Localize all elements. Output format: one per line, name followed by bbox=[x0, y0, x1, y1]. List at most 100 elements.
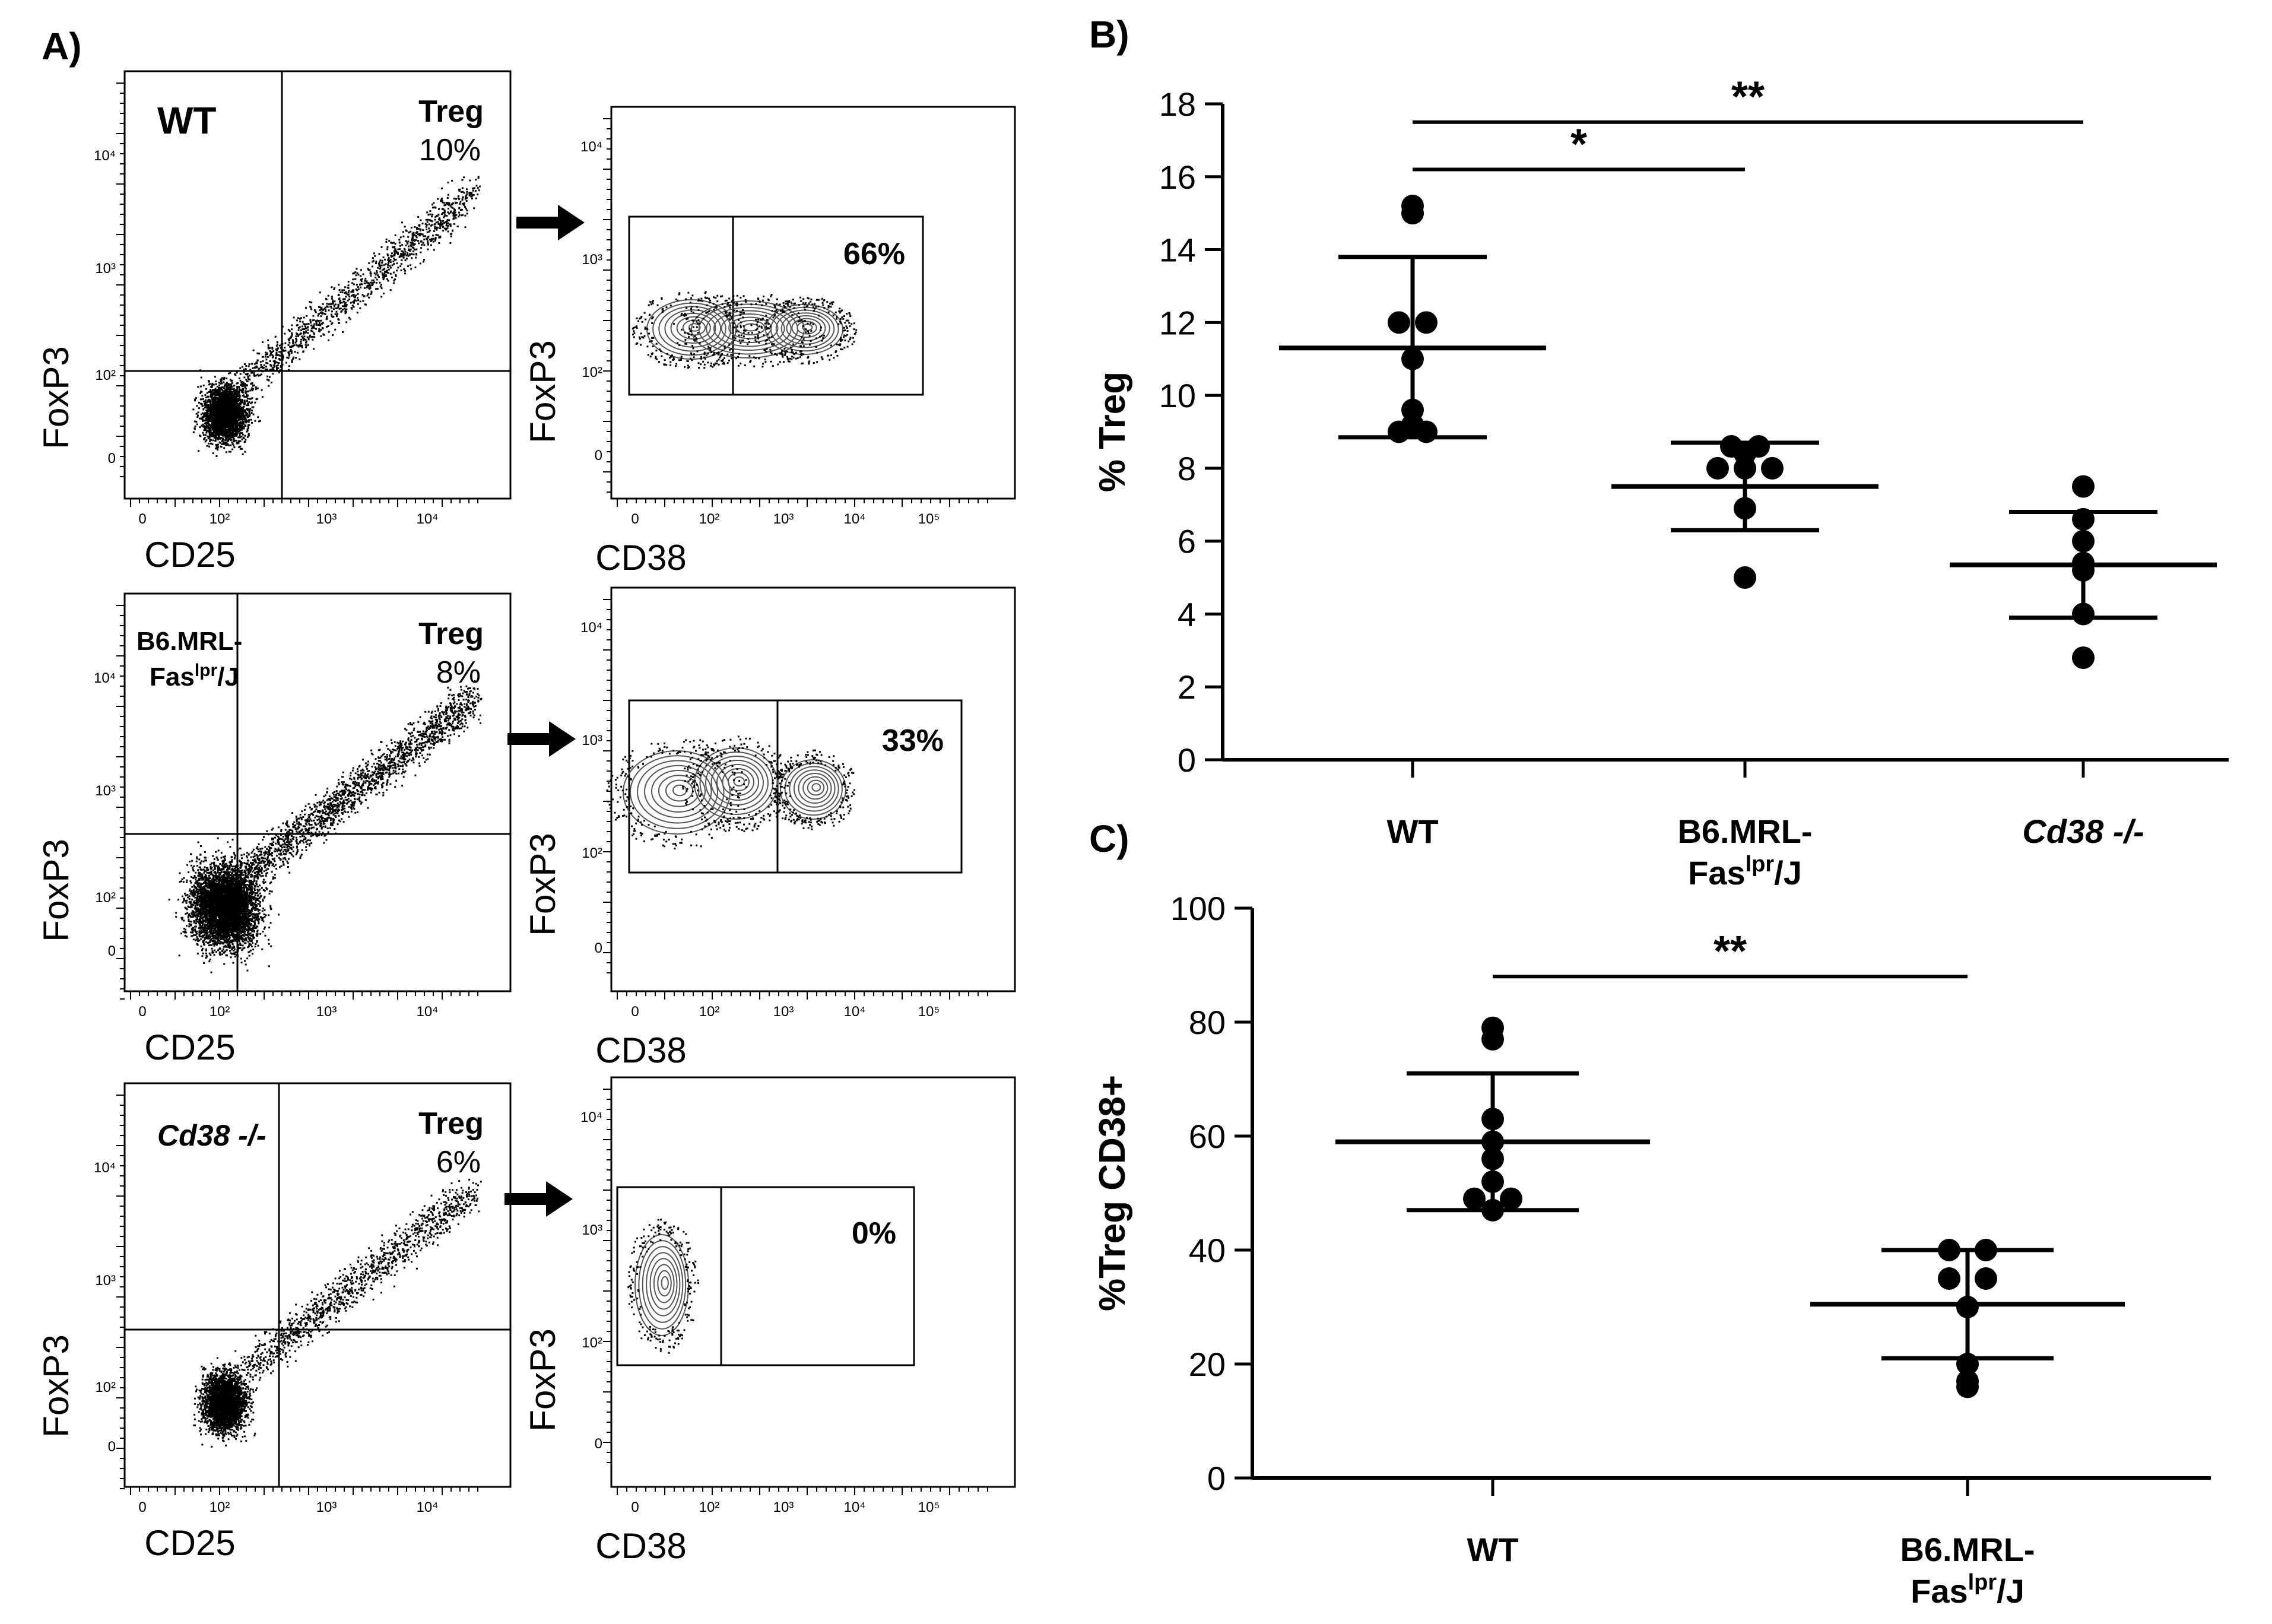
scatter-y-tick-label: 0 bbox=[108, 451, 116, 467]
y-tick-label: 0 bbox=[1178, 741, 1196, 779]
scatter-y-tick-label: 10² bbox=[95, 367, 116, 383]
data-point bbox=[2072, 559, 2095, 582]
contour-y-tick-label: 10³ bbox=[582, 252, 602, 268]
scatter-x-tick-label: 10³ bbox=[316, 1004, 337, 1020]
contour-y-tick-label: 10⁴ bbox=[580, 139, 602, 155]
x-category-label: Cd38 -/- bbox=[2022, 813, 2144, 850]
data-point bbox=[1734, 457, 1756, 480]
contour-y-axis-label: FoxP3 bbox=[523, 833, 563, 935]
treg-gate-label: Treg bbox=[418, 94, 484, 129]
x-category-label-line2: Faslpr/J bbox=[1911, 1570, 2025, 1610]
x-category-label: WT bbox=[1386, 813, 1438, 850]
contour-y-tick-label: 10⁴ bbox=[580, 1109, 602, 1125]
right-arrow-icon bbox=[504, 1181, 573, 1217]
data-point bbox=[1481, 1147, 1504, 1170]
contour-x-tick-label: 10² bbox=[699, 511, 720, 527]
y-tick-label: 10 bbox=[1159, 377, 1196, 414]
treg-gate-label: Treg bbox=[418, 617, 484, 651]
group-1 bbox=[1279, 195, 1546, 443]
data-point bbox=[1481, 1171, 1504, 1193]
strain-superscript: lpr bbox=[195, 661, 218, 680]
data-point bbox=[1975, 1267, 1997, 1290]
cd38-percentage: 0% bbox=[852, 1216, 896, 1251]
treg-gate-label: Treg bbox=[418, 1106, 484, 1141]
scatter-y-axis-label: FoxP3 bbox=[36, 346, 76, 449]
y-tick-label: 16 bbox=[1159, 158, 1196, 196]
scatter-events bbox=[192, 176, 481, 457]
scatter-event-cloud bbox=[192, 176, 481, 457]
contour-y-tick-label: 10² bbox=[582, 364, 602, 380]
category-fas: Fas bbox=[1688, 854, 1746, 892]
flow-row-1: 0 10² 10³ 10⁴ 10⁴ 10³ 10² 0 CD25 FoxP3 WT Treg 10% 66… bbox=[36, 71, 1015, 578]
scatter-x-axis-label: CD25 bbox=[144, 1027, 235, 1067]
contour-x-tick-label: 0 bbox=[631, 511, 639, 527]
contour-ring bbox=[658, 1271, 671, 1296]
y-tick-label: 60 bbox=[1189, 1118, 1226, 1155]
group-2 bbox=[1611, 435, 1878, 589]
scatter-y-axis-label: FoxP3 bbox=[36, 1334, 76, 1437]
y-tick-label: 100 bbox=[1170, 890, 1226, 927]
contour-ring bbox=[808, 781, 824, 795]
data-point bbox=[1734, 497, 1756, 519]
significance-label: * bbox=[1570, 121, 1587, 169]
contour-x-tick-label: 10² bbox=[699, 1004, 720, 1020]
x-category-label-line2: Faslpr/J bbox=[1688, 852, 1802, 892]
category-suffix: /J bbox=[1997, 1572, 2025, 1610]
scatter-y-tick-label: 10² bbox=[95, 890, 116, 906]
y-tick-label: 40 bbox=[1189, 1232, 1226, 1269]
contour-y-tick-label: 0 bbox=[595, 940, 602, 956]
contour-y-axis-label: FoxP3 bbox=[523, 340, 563, 443]
data-point bbox=[2072, 508, 2095, 531]
scatter-x-axis-label: CD25 bbox=[144, 535, 235, 575]
contour-x-axis-label: CD38 bbox=[595, 1526, 686, 1566]
flow-row-2: 0 10² 10³ 10⁴ 10⁴ 10³ 10² 0 CD25 FoxP3 B6.MRL- Fasl… bbox=[36, 588, 1015, 1070]
scatter-y-tick-label: 10³ bbox=[95, 261, 116, 277]
x-category-label: B6.MRL- bbox=[1677, 813, 1812, 850]
contour-x-tick-label: 10⁵ bbox=[918, 511, 940, 527]
scatter-y-tick-label: 10³ bbox=[95, 783, 116, 799]
y-tick-label: 80 bbox=[1189, 1004, 1226, 1041]
treg-percentage: 10% bbox=[419, 133, 481, 167]
panel-label-b: B) bbox=[1089, 13, 1129, 56]
contour-x-tick-label: 10² bbox=[699, 1499, 720, 1515]
contour-ring bbox=[794, 770, 835, 807]
contour-x-axis-label: CD38 bbox=[595, 1030, 686, 1070]
contour-x-tick-label: 0 bbox=[631, 1004, 639, 1020]
contour-y-tick-label: 0 bbox=[595, 448, 602, 464]
strain-suffix: /J bbox=[217, 662, 239, 692]
scatter-event-cloud bbox=[169, 680, 483, 973]
strain-label: B6.MRL- bbox=[137, 627, 242, 656]
data-point bbox=[1734, 566, 1756, 589]
contour-ring bbox=[662, 1277, 668, 1289]
panel-label-c: C) bbox=[1089, 817, 1129, 860]
group-2 bbox=[1810, 1239, 2125, 1398]
scatter-x-tick-label: 0 bbox=[138, 511, 146, 527]
arrow-shaft bbox=[504, 1193, 549, 1205]
scatter-x-tick-label: 0 bbox=[138, 1499, 146, 1515]
contour-x-tick-label: 10⁴ bbox=[843, 1004, 865, 1020]
scatter-x-axis-label: CD25 bbox=[144, 1523, 235, 1563]
scatter-x-tick-label: 10⁴ bbox=[416, 1499, 438, 1515]
data-point bbox=[1956, 1296, 1979, 1318]
group-1 bbox=[1335, 1017, 1650, 1222]
strain-label-line2: Faslpr/J bbox=[150, 661, 239, 692]
y-tick-label: 2 bbox=[1178, 668, 1196, 706]
y-tick-label: 20 bbox=[1189, 1346, 1226, 1383]
contour-x-tick-label: 10⁵ bbox=[918, 1004, 940, 1020]
cd38-percentage: 66% bbox=[843, 237, 905, 271]
data-point bbox=[1401, 202, 1424, 224]
category-superscript: lpr bbox=[1968, 1570, 1997, 1595]
treg-percentage: 8% bbox=[436, 655, 481, 690]
data-point bbox=[1401, 348, 1424, 370]
data-point bbox=[1956, 1375, 1979, 1398]
significance-label: ** bbox=[1731, 74, 1765, 121]
data-point bbox=[1938, 1267, 1960, 1290]
scatter-y-tick-label: 10⁴ bbox=[94, 1160, 116, 1176]
data-point bbox=[1938, 1239, 1960, 1261]
data-point bbox=[2072, 475, 2095, 498]
arrow-head bbox=[549, 721, 576, 757]
data-point bbox=[1481, 1108, 1504, 1130]
data-point bbox=[1388, 311, 1410, 334]
y-tick-label: 18 bbox=[1159, 85, 1196, 123]
